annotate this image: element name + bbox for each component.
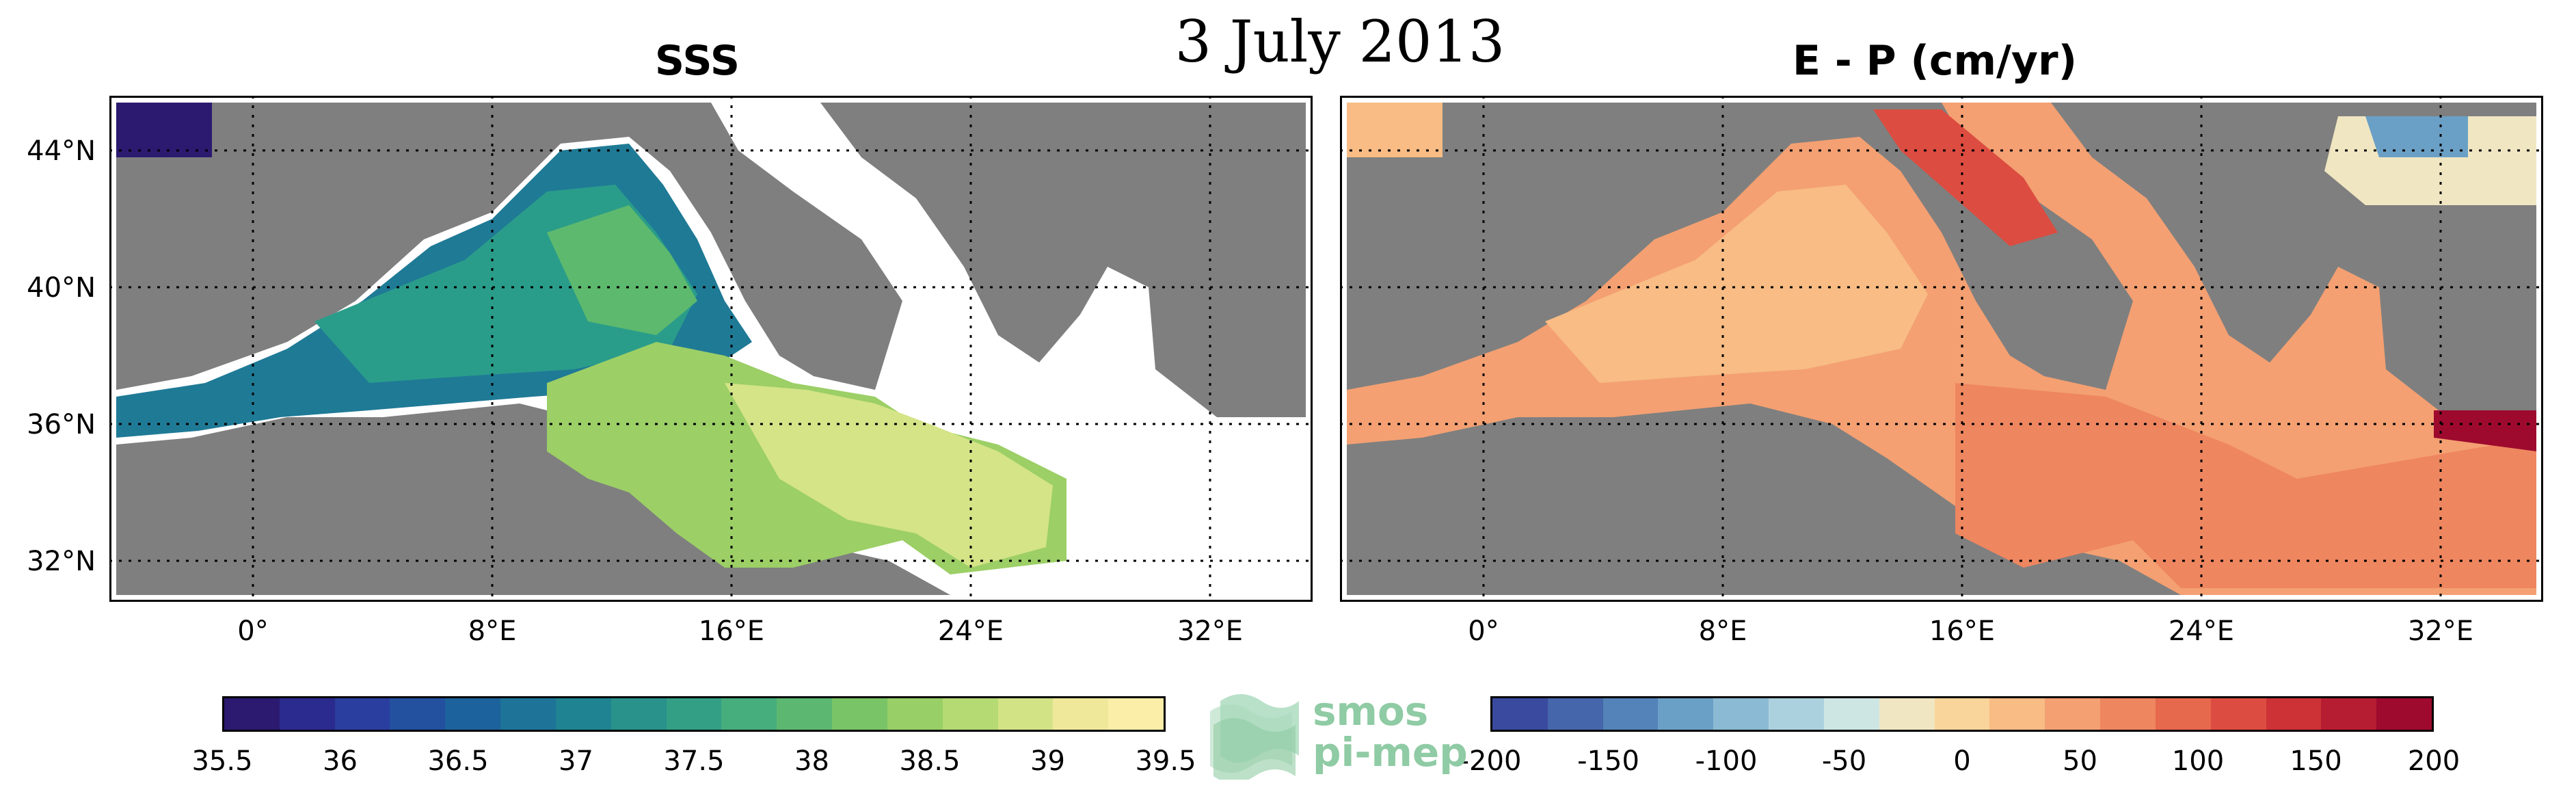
lon-label: 8°E — [1698, 616, 1747, 647]
lat-label: 32°N — [27, 546, 96, 577]
logo-line1: smos — [1313, 688, 1429, 735]
sss-colorbar-swatch — [777, 698, 833, 730]
sss-colorbar-tick: 36 — [323, 745, 358, 777]
ep-colorbar-swatch — [1658, 698, 1714, 730]
sss-black-sea-corner — [116, 103, 212, 157]
logo-waves-icon — [1210, 694, 1299, 780]
ep-adriatic — [1873, 109, 2058, 246]
sss-colorbar-swatch — [611, 698, 667, 730]
lon-label: 16°E — [1929, 616, 1996, 647]
sss-colorbar-swatch — [555, 698, 611, 730]
sss-colorbar-tick: 39.5 — [1135, 745, 1196, 777]
ep-colorbar-tick: -50 — [1821, 745, 1867, 777]
ep-colorbar-swatch — [2155, 698, 2211, 730]
ep-colorbar-swatch — [1769, 698, 1824, 730]
ep-colorbar-tick: -200 — [1459, 745, 1522, 777]
ep-colorbar-swatch — [1713, 698, 1769, 730]
ep-east-basin — [1955, 383, 2536, 588]
sss-tyrrhenian — [547, 205, 697, 335]
sss-colorbar-swatch — [224, 698, 280, 730]
sss-colorbar — [222, 696, 1166, 732]
sss-colorbar-swatch — [445, 698, 501, 730]
ep-colorbar-swatch — [1934, 698, 1990, 730]
smos-pi-mep-logo: smos pi-mep — [1203, 684, 1477, 780]
ep-colorbar-tick: -150 — [1577, 745, 1639, 777]
ep-colorbar — [1490, 696, 2434, 732]
lat-label: 40°N — [27, 272, 96, 304]
figure-title: 3 July 2013 — [1175, 8, 1505, 75]
ep-colorbar-swatch — [1492, 698, 1548, 730]
lon-label: 24°E — [2168, 616, 2235, 647]
ep-colorbar-swatch — [2376, 698, 2432, 730]
ep-panel-title: E - P (cm/yr) — [1792, 37, 2078, 85]
lon-label: 32°E — [1177, 616, 1244, 647]
ep-colorbar-tick: 50 — [2063, 745, 2097, 777]
ep-colorbar-swatch — [1547, 698, 1603, 730]
sss-colorbar-tick: 37.5 — [663, 745, 725, 777]
sss-colorbar-swatch — [279, 698, 335, 730]
lon-label: 8°E — [468, 616, 517, 647]
sss-colorbar-swatch — [721, 698, 777, 730]
sss-colorbar-swatch — [666, 698, 722, 730]
ep-colorbar-tick: 0 — [1953, 745, 1971, 777]
ep-levant-max — [2434, 410, 2536, 451]
sss-colorbar-swatch — [887, 698, 943, 730]
ep-colorbar-swatch — [1602, 698, 1659, 730]
sss-colorbar-swatch — [997, 698, 1054, 730]
lon-label: 0° — [237, 616, 269, 647]
sss-colorbar-swatch — [1053, 698, 1109, 730]
sss-colorbar-tick: 36.5 — [427, 745, 489, 777]
sss-colorbar-swatch — [390, 698, 446, 730]
lon-label: 16°E — [698, 616, 765, 647]
ep-colorbar-tick: 200 — [2407, 745, 2460, 777]
ep-colorbar-swatch — [2321, 698, 2377, 730]
ep-colorbar-swatch — [1989, 698, 2045, 730]
sss-colorbar-tick: 38 — [794, 745, 829, 777]
ep-colorbar-tick: 150 — [2290, 745, 2342, 777]
sss-colorbar-swatch — [1108, 698, 1164, 730]
lat-label: 36°N — [27, 409, 96, 440]
sss-colorbar-tick: 35.5 — [191, 745, 253, 777]
ep-black-sea-negative — [2365, 116, 2468, 157]
logo-line2: pi-mep — [1313, 729, 1468, 776]
lat-label: 44°N — [27, 135, 96, 167]
ep-colorbar-swatch — [2266, 698, 2322, 730]
sss-colorbar-tick: 37 — [559, 745, 593, 777]
sss-colorbar-swatch — [832, 698, 887, 730]
ep-colorbar-swatch — [1879, 698, 1935, 730]
ep-colorbar-tick: -100 — [1695, 745, 1758, 777]
ep-colorbar-swatch — [2210, 698, 2266, 730]
map-gridlines — [109, 96, 1313, 602]
sss-panel-title: SSS — [654, 37, 740, 85]
sss-map — [109, 96, 1313, 602]
ep-colorbar-tick: 100 — [2171, 745, 2225, 777]
ep-colorbar-swatch — [2100, 698, 2156, 730]
sss-colorbar-swatch — [500, 698, 556, 730]
sss-colorbar-swatch — [334, 698, 390, 730]
lon-label: 0° — [1468, 616, 1499, 647]
ep-west-interior — [1545, 185, 1928, 383]
sss-colorbar-swatch — [942, 698, 998, 730]
sss-levantine — [725, 383, 1053, 568]
sss-colorbar-tick: 38.5 — [899, 745, 961, 777]
sss-colorbar-tick: 39 — [1030, 745, 1065, 777]
lon-label: 24°E — [937, 616, 1004, 647]
ep-black-sea-corner — [1347, 103, 1443, 157]
ep-map — [1340, 96, 2543, 602]
lon-label: 32°E — [2407, 616, 2474, 647]
ep-colorbar-swatch — [2045, 698, 2101, 730]
map-gridlines — [1340, 96, 2543, 602]
ep-colorbar-swatch — [1823, 698, 1879, 730]
